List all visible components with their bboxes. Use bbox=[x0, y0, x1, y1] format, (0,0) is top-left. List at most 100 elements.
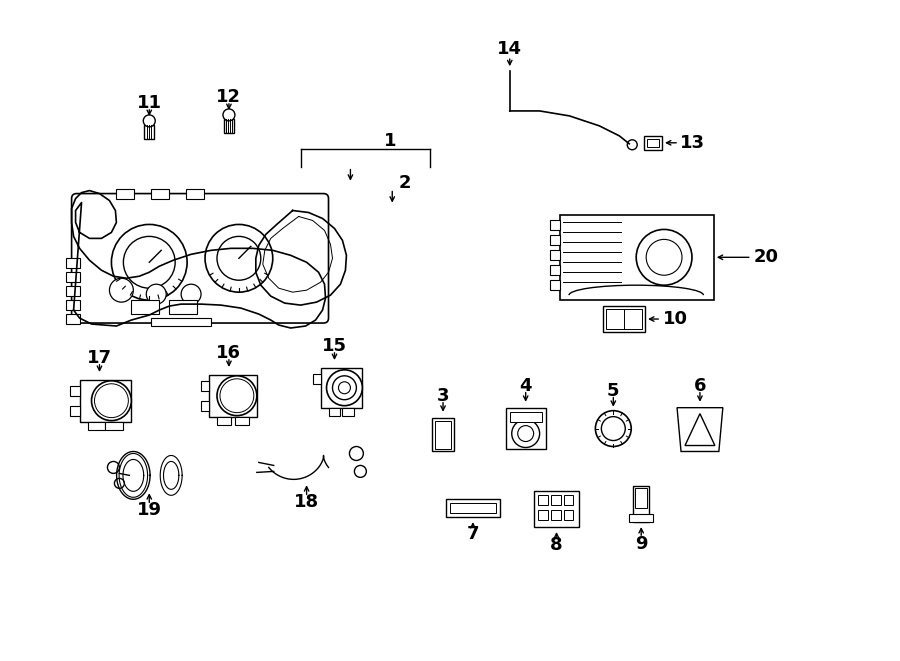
Bar bbox=[209, 375, 256, 416]
Bar bbox=[66, 286, 79, 296]
Bar bbox=[550, 221, 560, 231]
Circle shape bbox=[92, 381, 131, 420]
Bar bbox=[629, 514, 653, 522]
Text: 11: 11 bbox=[137, 94, 162, 112]
Circle shape bbox=[112, 225, 187, 300]
Circle shape bbox=[110, 278, 133, 302]
Bar bbox=[551, 510, 561, 520]
Circle shape bbox=[181, 284, 201, 304]
Bar bbox=[144, 125, 154, 139]
Bar bbox=[66, 258, 79, 268]
Circle shape bbox=[220, 379, 254, 412]
Circle shape bbox=[627, 140, 637, 150]
Circle shape bbox=[512, 420, 540, 447]
Circle shape bbox=[223, 109, 235, 121]
Circle shape bbox=[143, 115, 155, 127]
Bar bbox=[79, 380, 131, 422]
Bar bbox=[534, 491, 580, 527]
Bar bbox=[224, 119, 234, 133]
Circle shape bbox=[205, 225, 273, 292]
Bar bbox=[550, 251, 560, 260]
Circle shape bbox=[98, 388, 124, 414]
Bar bbox=[563, 510, 573, 520]
Circle shape bbox=[123, 237, 176, 288]
FancyBboxPatch shape bbox=[72, 194, 328, 323]
Text: 13: 13 bbox=[680, 134, 705, 152]
Text: 12: 12 bbox=[216, 88, 241, 106]
Text: 7: 7 bbox=[467, 525, 479, 543]
Bar bbox=[69, 406, 79, 416]
Circle shape bbox=[217, 237, 261, 280]
Polygon shape bbox=[677, 408, 723, 451]
Circle shape bbox=[518, 426, 534, 442]
Bar bbox=[328, 408, 340, 416]
Bar bbox=[506, 408, 545, 449]
Bar bbox=[446, 499, 500, 517]
Bar bbox=[69, 386, 79, 396]
Circle shape bbox=[114, 479, 124, 488]
Text: 15: 15 bbox=[322, 337, 347, 355]
Bar bbox=[66, 300, 79, 310]
Polygon shape bbox=[685, 414, 715, 446]
Text: 10: 10 bbox=[662, 310, 688, 328]
Bar bbox=[647, 139, 659, 147]
Bar bbox=[66, 272, 79, 282]
Circle shape bbox=[105, 395, 117, 407]
Text: 17: 17 bbox=[87, 349, 112, 367]
Bar bbox=[537, 510, 547, 520]
Text: 6: 6 bbox=[694, 377, 706, 395]
Bar bbox=[550, 235, 560, 245]
Bar bbox=[551, 495, 561, 505]
Bar bbox=[151, 188, 169, 198]
Bar bbox=[186, 188, 204, 198]
Text: 9: 9 bbox=[634, 535, 647, 553]
Text: 3: 3 bbox=[436, 387, 449, 405]
Circle shape bbox=[349, 447, 364, 461]
Bar bbox=[634, 486, 649, 522]
Bar bbox=[105, 422, 123, 430]
Circle shape bbox=[332, 376, 356, 400]
Text: 16: 16 bbox=[216, 344, 241, 362]
Bar bbox=[603, 306, 645, 332]
Bar bbox=[432, 418, 454, 451]
Bar bbox=[151, 318, 211, 326]
Bar bbox=[635, 488, 647, 508]
Circle shape bbox=[147, 284, 166, 304]
Bar bbox=[560, 215, 714, 300]
Bar bbox=[537, 495, 547, 505]
Circle shape bbox=[231, 390, 243, 402]
Bar bbox=[644, 136, 662, 150]
Circle shape bbox=[646, 239, 682, 275]
Bar bbox=[312, 374, 320, 384]
Bar bbox=[563, 495, 573, 505]
Bar bbox=[66, 314, 79, 324]
Circle shape bbox=[601, 416, 626, 440]
Circle shape bbox=[355, 465, 366, 477]
Circle shape bbox=[94, 384, 129, 418]
Bar bbox=[509, 412, 542, 422]
Text: 18: 18 bbox=[294, 493, 320, 511]
Bar bbox=[235, 416, 248, 424]
Bar bbox=[87, 422, 105, 430]
Bar bbox=[201, 401, 209, 410]
Text: 8: 8 bbox=[550, 536, 562, 554]
Bar bbox=[550, 265, 560, 275]
Bar bbox=[550, 280, 560, 290]
Bar bbox=[435, 420, 451, 449]
Bar bbox=[343, 408, 355, 416]
Bar bbox=[607, 309, 643, 329]
Circle shape bbox=[224, 383, 250, 408]
Bar bbox=[450, 503, 496, 513]
Text: 2: 2 bbox=[399, 174, 411, 192]
Circle shape bbox=[596, 410, 631, 447]
Circle shape bbox=[217, 376, 256, 416]
Bar bbox=[169, 300, 197, 314]
Circle shape bbox=[636, 229, 692, 285]
Circle shape bbox=[107, 461, 120, 473]
Text: 14: 14 bbox=[497, 40, 522, 58]
Bar bbox=[217, 416, 231, 424]
Bar bbox=[320, 368, 363, 408]
Text: 20: 20 bbox=[753, 249, 778, 266]
Text: 4: 4 bbox=[519, 377, 532, 395]
Circle shape bbox=[338, 382, 350, 394]
